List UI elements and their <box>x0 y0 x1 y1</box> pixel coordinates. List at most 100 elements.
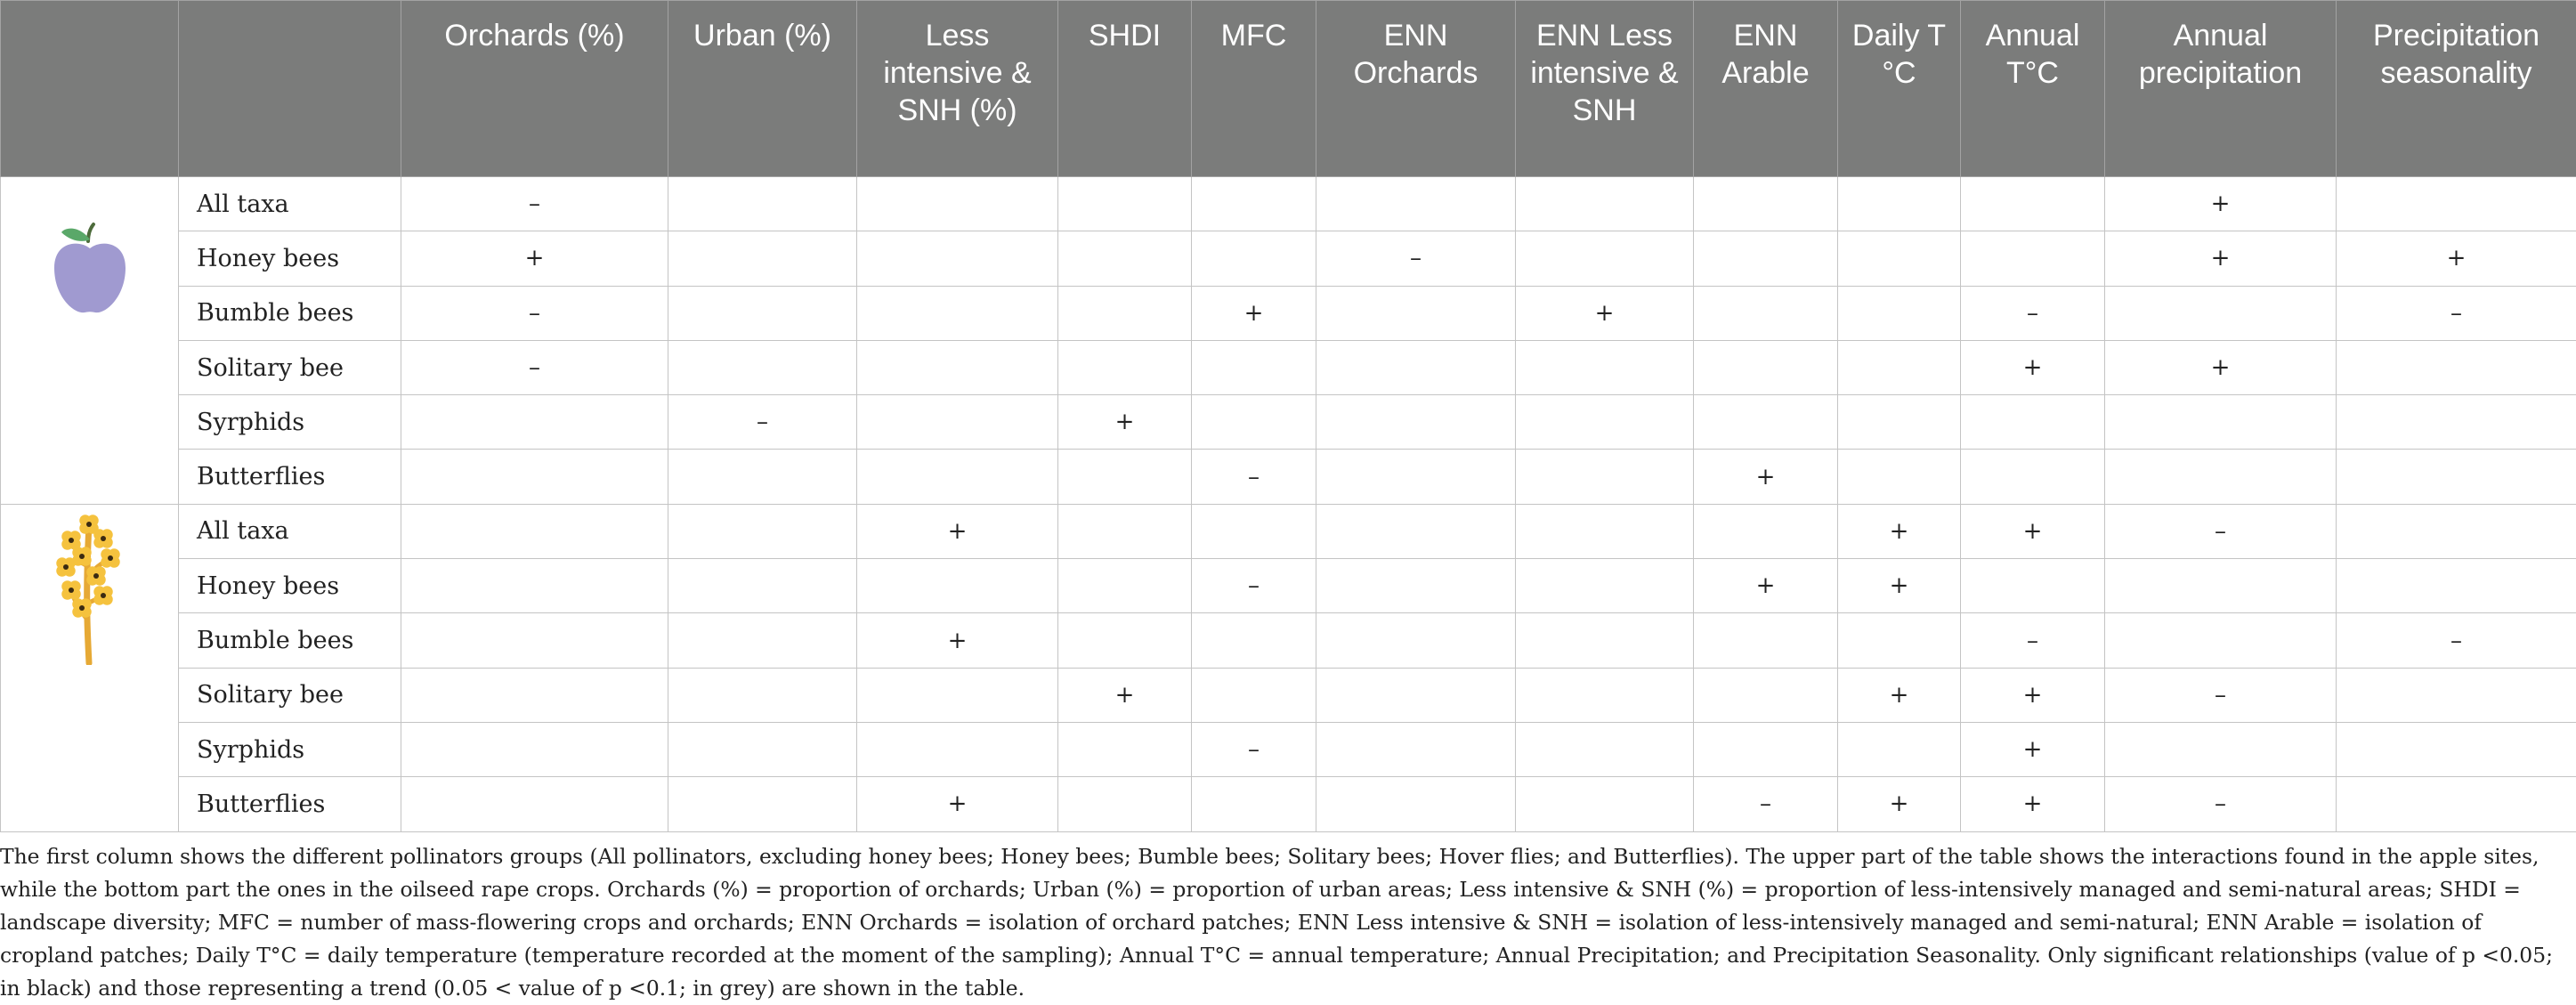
effect-cell <box>1516 395 1694 450</box>
effect-cell <box>1192 340 1316 394</box>
effect-cell <box>1694 286 1838 340</box>
effect-cell <box>857 286 1058 340</box>
effect-cell <box>2337 722 2576 776</box>
table-row: Syrphids–+ <box>1 722 2576 776</box>
effect-cell <box>1192 668 1316 722</box>
col-header-mfc: MFC <box>1192 1 1316 177</box>
effect-cell: + <box>2105 177 2337 231</box>
taxon-label: Bumble bees <box>179 286 401 340</box>
col-header-precipitation-seasonality: Precipitation seasonality <box>2337 1 2576 177</box>
effect-cell <box>1516 668 1694 722</box>
effect-cell <box>2337 340 2576 394</box>
effect-cell <box>668 504 857 558</box>
col-header-daily-t: Daily T °C <box>1838 1 1961 177</box>
effect-cell: – <box>2105 777 2337 831</box>
effect-cell <box>857 395 1058 450</box>
col-header-annual-precipitation: Annual precipitation <box>2105 1 2337 177</box>
effect-cell <box>1516 177 1694 231</box>
effect-cell <box>668 668 857 722</box>
effect-cell <box>1694 613 1838 668</box>
effect-cell: + <box>1961 504 2105 558</box>
effect-cell <box>668 340 857 394</box>
effect-cell: + <box>857 777 1058 831</box>
taxon-label: Solitary bee <box>179 668 401 722</box>
effect-cell <box>1058 177 1192 231</box>
effect-cell <box>401 559 668 613</box>
effect-cell <box>1516 722 1694 776</box>
effect-cell <box>1316 504 1516 558</box>
table-row: Solitary bee–++ <box>1 340 2576 394</box>
col-header-taxon <box>179 1 401 177</box>
effect-cell <box>1838 177 1961 231</box>
taxon-label: Butterflies <box>179 450 401 504</box>
effect-cell <box>2337 777 2576 831</box>
effect-cell <box>668 450 857 504</box>
apple-icon <box>1 177 179 505</box>
effect-cell <box>1058 286 1192 340</box>
effect-cell: – <box>2105 504 2337 558</box>
effect-cell <box>2337 668 2576 722</box>
effect-cell <box>1192 231 1316 286</box>
effect-cell <box>857 231 1058 286</box>
col-header-icon <box>1 1 179 177</box>
effect-cell <box>1516 613 1694 668</box>
col-header-enn-less-intensive: ENN Less intensive & SNH <box>1516 1 1694 177</box>
effect-cell: + <box>401 231 668 286</box>
effect-cell: + <box>1694 450 1838 504</box>
effect-cell: + <box>1058 395 1192 450</box>
effect-cell: + <box>1192 286 1316 340</box>
effect-cell <box>1316 559 1516 613</box>
header-row: Orchards (%) Urban (%) Less intensive & … <box>1 1 2576 177</box>
effect-cell <box>1516 231 1694 286</box>
effect-cell: + <box>1516 286 1694 340</box>
effect-cell: + <box>2337 231 2576 286</box>
taxon-label: Honey bees <box>179 559 401 613</box>
effect-cell <box>2105 286 2337 340</box>
effect-cell <box>668 613 857 668</box>
effect-cell <box>1316 286 1516 340</box>
effect-cell <box>1316 722 1516 776</box>
col-header-less-intensive: Less intensive & SNH (%) <box>857 1 1058 177</box>
effect-cell <box>1058 613 1192 668</box>
effect-cell: – <box>1192 722 1316 776</box>
effect-cell <box>1516 450 1694 504</box>
effect-cell <box>1316 340 1516 394</box>
col-header-shdi: SHDI <box>1058 1 1192 177</box>
table-row: Solitary bee+++– <box>1 668 2576 722</box>
effect-cell <box>1058 559 1192 613</box>
effect-cell <box>1694 340 1838 394</box>
effect-cell <box>1516 340 1694 394</box>
taxon-label: Syrphids <box>179 395 401 450</box>
effect-cell <box>2337 177 2576 231</box>
effect-cell <box>1694 177 1838 231</box>
taxon-label: Butterflies <box>179 777 401 831</box>
effect-cell <box>1058 340 1192 394</box>
effect-cell: + <box>1961 722 2105 776</box>
effect-cell <box>1192 504 1316 558</box>
effect-cell <box>401 777 668 831</box>
results-table: Orchards (%) Urban (%) Less intensive & … <box>0 0 2576 832</box>
effect-cell <box>401 395 668 450</box>
effect-cell: + <box>2105 340 2337 394</box>
effect-cell <box>668 177 857 231</box>
effect-cell <box>1838 450 1961 504</box>
effect-cell <box>2337 395 2576 450</box>
effect-cell <box>1961 395 2105 450</box>
footnote-text: The first column shows the different pol… <box>0 840 2576 1005</box>
effect-cell <box>1961 559 2105 613</box>
effect-cell <box>1838 395 1961 450</box>
effect-cell <box>857 450 1058 504</box>
taxon-label: All taxa <box>179 177 401 231</box>
effect-cell <box>1316 395 1516 450</box>
effect-cell <box>1516 777 1694 831</box>
effect-cell <box>1516 504 1694 558</box>
oilseed-rape-icon <box>1 504 179 831</box>
effect-cell <box>401 613 668 668</box>
effect-cell <box>1516 559 1694 613</box>
effect-cell <box>857 722 1058 776</box>
effect-cell <box>1058 504 1192 558</box>
effect-cell <box>1961 450 2105 504</box>
col-header-annual-t: Annual T°C <box>1961 1 2105 177</box>
effect-cell: + <box>1058 668 1192 722</box>
effect-cell <box>401 722 668 776</box>
